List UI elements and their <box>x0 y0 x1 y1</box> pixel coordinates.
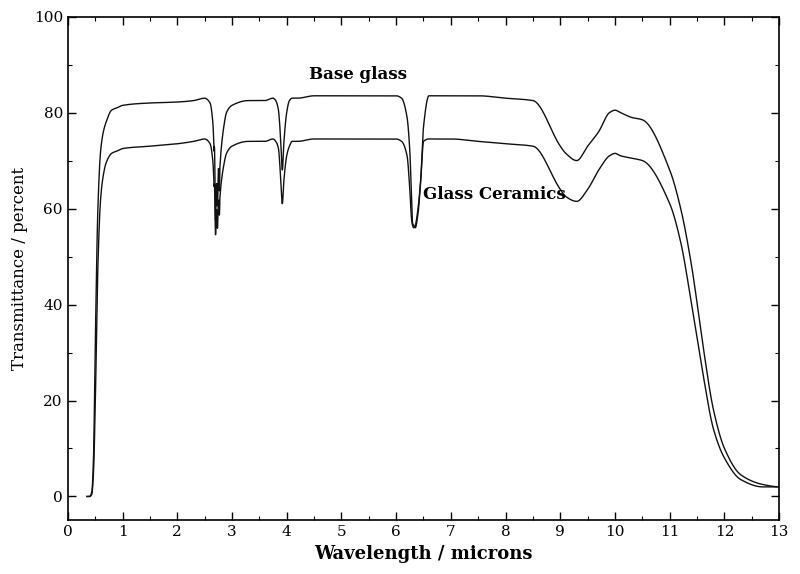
Text: Base glass: Base glass <box>309 65 407 83</box>
Text: Glass Ceramics: Glass Ceramics <box>423 185 566 203</box>
X-axis label: Wavelength / microns: Wavelength / microns <box>314 545 533 563</box>
Y-axis label: Transmittance / percent: Transmittance / percent <box>11 167 28 370</box>
